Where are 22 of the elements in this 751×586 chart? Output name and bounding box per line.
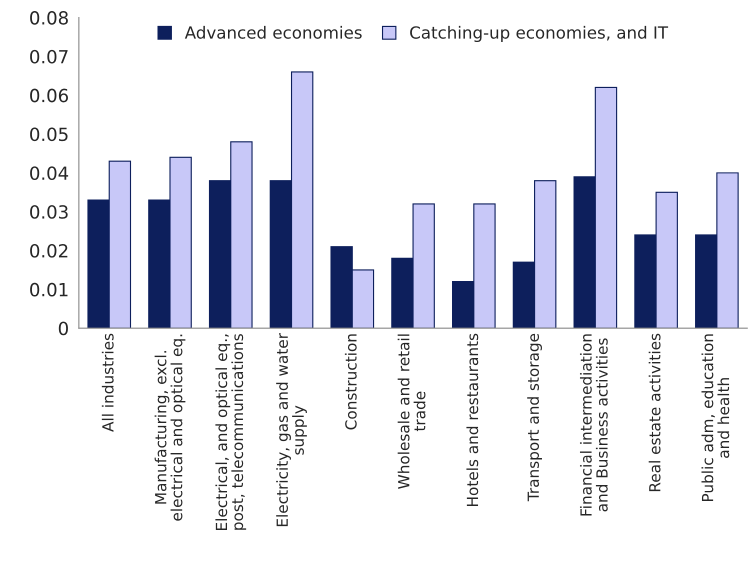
y-tick-label: 0.08 xyxy=(30,11,68,25)
y-tick-label: 0.06 xyxy=(30,88,68,102)
x-tick-label: Wholesale and retail trade xyxy=(398,334,426,489)
y-tick-label: 0.02 xyxy=(30,244,68,258)
x-tick-label: Electricity, gas and water supply xyxy=(276,333,307,526)
x-tick-label: All industries xyxy=(102,334,114,432)
legend-label: Catching-up economies, and IT xyxy=(410,26,668,42)
y-tick-label: 0 xyxy=(58,322,68,336)
x-tick-label: Real estate activities xyxy=(648,334,661,492)
y-tick-label: 0.07 xyxy=(30,50,68,64)
y-tick-label: 0.05 xyxy=(30,128,68,142)
x-tick-label: Electrical, and optical eq., post, telecommunications xyxy=(215,334,246,530)
legend-label: Advanced economies xyxy=(184,26,362,39)
x-tick-label: Transport and storage xyxy=(527,334,542,502)
y-tick-label: 0.03 xyxy=(30,205,68,219)
x-tick-label: Construction xyxy=(344,334,357,430)
x-tick-label: Public adm, education and health xyxy=(701,334,730,502)
y-tick-label: 0.04 xyxy=(30,166,68,180)
x-tick-label: Financial intermediation and Business activities xyxy=(580,334,608,516)
x-tick-label: Manufacturing, excl. electrical and optical eq. xyxy=(154,334,186,521)
x-tick-label: Hotels and restaurants xyxy=(466,334,478,506)
y-tick-label: 0.01 xyxy=(30,282,68,296)
